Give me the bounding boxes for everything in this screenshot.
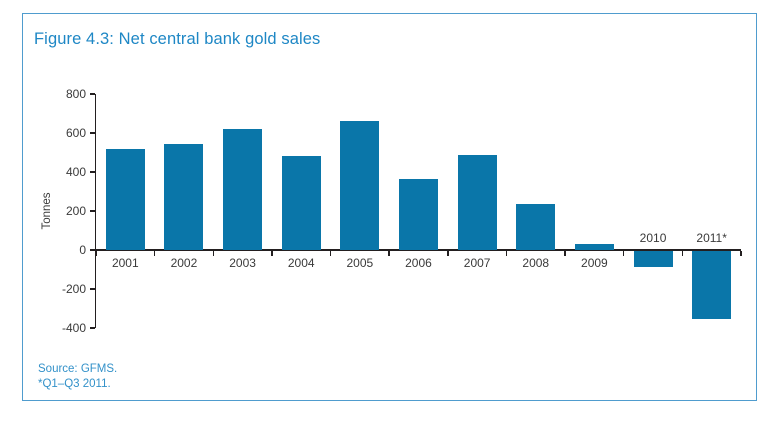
y-tick-label: 800 — [65, 87, 86, 101]
x-cat-label-2011: 2011* — [696, 231, 727, 245]
bar-2004 — [281, 156, 321, 250]
y-tick-label: -400 — [61, 321, 86, 335]
x-axis-tick — [447, 251, 449, 256]
y-axis-tick — [90, 249, 95, 251]
bar-2010 — [633, 251, 673, 267]
x-cat-label-2010: 2010 — [639, 231, 667, 245]
bar-2005 — [340, 121, 380, 250]
x-cat-label-2004: 2004 — [287, 256, 315, 270]
x-cat-label-2007: 2007 — [463, 256, 491, 270]
footnote-line: *Q1–Q3 2011. — [38, 378, 111, 390]
y-tick-label: 200 — [65, 204, 86, 218]
bar-2002 — [164, 143, 204, 250]
x-cat-label-2003: 2003 — [229, 256, 256, 270]
x-cat-label-2006: 2006 — [405, 256, 432, 270]
bar-2011 — [692, 251, 732, 320]
y-axis-tick — [90, 132, 95, 134]
y-tick-label: 400 — [65, 165, 86, 179]
x-axis-tick — [388, 251, 390, 256]
x-axis-tick — [271, 251, 273, 256]
x-cat-label-2005: 2005 — [346, 256, 374, 270]
x-axis-tick — [564, 251, 566, 256]
y-axis-tick — [90, 288, 95, 290]
bar-2009 — [574, 244, 614, 250]
y-tick-label: 600 — [65, 126, 86, 140]
x-axis-tick — [622, 251, 625, 256]
y-axis-tick — [90, 93, 95, 95]
x-axis-tick — [212, 251, 215, 256]
figure-title: Figure 4.3: Net central bank gold sales — [34, 30, 321, 48]
y-axis-tick — [90, 171, 95, 173]
source-line: Source: GFMS. — [38, 363, 118, 375]
x-axis-tick — [681, 251, 684, 256]
x-axis-tick — [153, 251, 156, 256]
bar-2006 — [399, 178, 438, 250]
bar-2001 — [105, 148, 145, 250]
x-axis-tick — [329, 251, 332, 256]
x-cat-label-2008: 2008 — [522, 256, 550, 270]
y-tick-label: -200 — [61, 282, 86, 296]
bar-chart: Tonnes 800 600 400 200 0 -200 -400 2001 2002 2003… — [23, 14, 756, 400]
x-axis-tick — [740, 251, 742, 256]
x-cat-label-2001: 2001 — [111, 256, 139, 270]
x-cat-label-2009: 2009 — [581, 256, 608, 270]
x-cat-label-2002: 2002 — [170, 256, 198, 270]
bar-2008 — [516, 204, 556, 250]
y-axis-line — [94, 94, 96, 328]
x-axis-tick — [95, 251, 97, 256]
figure-container: Figure 4.3: Net central bank gold sales … — [22, 13, 757, 401]
bar-2003 — [223, 129, 263, 250]
y-axis-tick — [90, 210, 95, 212]
bar-2007 — [457, 155, 497, 250]
x-axis-line — [94, 249, 741, 251]
y-axis-tick — [90, 327, 95, 329]
source-note: Source: GFMS. *Q1–Q3 2011. — [38, 362, 117, 392]
y-tick-label: 0 — [79, 243, 86, 257]
x-axis-tick — [505, 251, 508, 256]
